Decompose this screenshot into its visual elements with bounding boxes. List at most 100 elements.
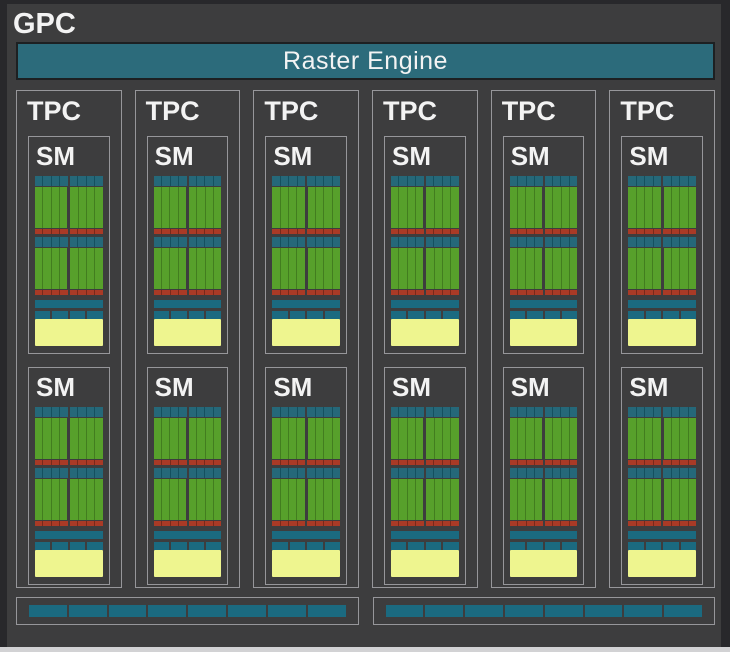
ldst-segment (35, 311, 51, 319)
sfu-cell (307, 290, 315, 295)
scheduler-tick (324, 176, 332, 186)
ldst-segment (171, 311, 187, 319)
core-array-green (35, 479, 103, 520)
scheduler-segment (391, 176, 424, 186)
sfu-cell (35, 290, 43, 295)
scheduler-tick (451, 468, 459, 478)
tensor-block-yellow (35, 319, 103, 346)
scheduler-tick (213, 237, 222, 247)
sm-block: SM (384, 136, 466, 354)
scheduler-tick (561, 468, 569, 478)
scheduler-tick (680, 468, 688, 478)
scheduler-tick (425, 176, 434, 186)
core-group (153, 187, 187, 228)
scheduler-segment (544, 468, 578, 478)
scheduler-tick (518, 407, 526, 417)
ldst-segment (391, 311, 407, 319)
scheduler-tick (653, 407, 662, 417)
scheduler-tick (509, 176, 518, 186)
core-array-green (391, 479, 459, 520)
scheduler-tick (671, 407, 680, 417)
sm-processing-block (35, 407, 103, 465)
scheduler-tick (434, 176, 442, 186)
scheduler-tick (170, 468, 179, 478)
sm-block: SM (265, 136, 348, 354)
core-column (78, 187, 87, 228)
scheduler-tick (451, 176, 459, 186)
scheduler-segment (425, 176, 459, 186)
scheduler-bar-teal (628, 176, 697, 186)
cache-bar-teal (153, 531, 222, 539)
core-group (391, 187, 424, 228)
scheduler-tick (407, 176, 416, 186)
sm-block: SM (621, 136, 704, 354)
core-column (451, 479, 459, 520)
core-column (391, 418, 399, 459)
core-column (407, 479, 416, 520)
core-array-green (35, 248, 103, 289)
cache-bar-teal (35, 300, 103, 308)
core-column (653, 479, 661, 520)
scheduler-tick (95, 176, 103, 186)
sfu-cell (663, 521, 671, 526)
core-column (153, 248, 162, 289)
scheduler-tick (78, 237, 86, 247)
scheduler-tick (205, 237, 213, 247)
sm-processing-block (153, 407, 222, 465)
sfu-bar-red (35, 229, 103, 234)
core-column (60, 479, 68, 520)
ldst-segment (408, 542, 424, 550)
sfu-bar-red (272, 460, 341, 465)
bottom-segment-bar (16, 597, 359, 625)
sfu-cell (416, 229, 424, 234)
sfu-cell (518, 521, 526, 526)
scheduler-tick (188, 407, 196, 417)
sfu-segment (188, 290, 222, 295)
ldst-segment (188, 542, 204, 550)
sfu-segment (509, 290, 543, 295)
sfu-cell (628, 290, 636, 295)
core-column (451, 418, 459, 459)
scheduler-bar-teal (509, 237, 578, 247)
core-column (399, 479, 407, 520)
sfu-cell (434, 460, 442, 465)
core-group (307, 248, 341, 289)
sfu-cell (332, 229, 341, 234)
ldst-segment (443, 542, 459, 550)
ldst-segment (680, 542, 697, 550)
ldst-segment (52, 311, 68, 319)
core-column (316, 479, 324, 520)
sfu-cell (663, 460, 671, 465)
sfu-cell (307, 460, 315, 465)
scheduler-segment (307, 407, 341, 417)
sm-block: SM (146, 136, 229, 354)
core-column (189, 479, 197, 520)
core-column (205, 248, 214, 289)
sfu-cell (69, 290, 78, 295)
sfu-bar-red (509, 229, 578, 234)
core-group (663, 418, 697, 459)
core-column (416, 248, 424, 289)
core-array-green (628, 187, 697, 228)
core-column (628, 479, 636, 520)
sm-processing-block (628, 237, 697, 295)
scheduler-tick (425, 468, 434, 478)
scheduler-tick (213, 407, 222, 417)
core-column (518, 418, 526, 459)
core-column (60, 418, 68, 459)
scheduler-tick (272, 237, 280, 247)
sfu-cell (297, 460, 306, 465)
scheduler-tick (86, 407, 95, 417)
sfu-cell (289, 460, 297, 465)
scheduler-tick (179, 407, 187, 417)
sfu-segment (663, 521, 697, 526)
sfu-cell (297, 229, 306, 234)
sfu-bar-red (628, 460, 697, 465)
core-group (272, 248, 305, 289)
sfu-bar-red (509, 460, 578, 465)
scheduler-tick (553, 407, 561, 417)
scheduler-tick (680, 407, 688, 417)
sfu-cell (78, 460, 86, 465)
core-array-green (391, 187, 459, 228)
